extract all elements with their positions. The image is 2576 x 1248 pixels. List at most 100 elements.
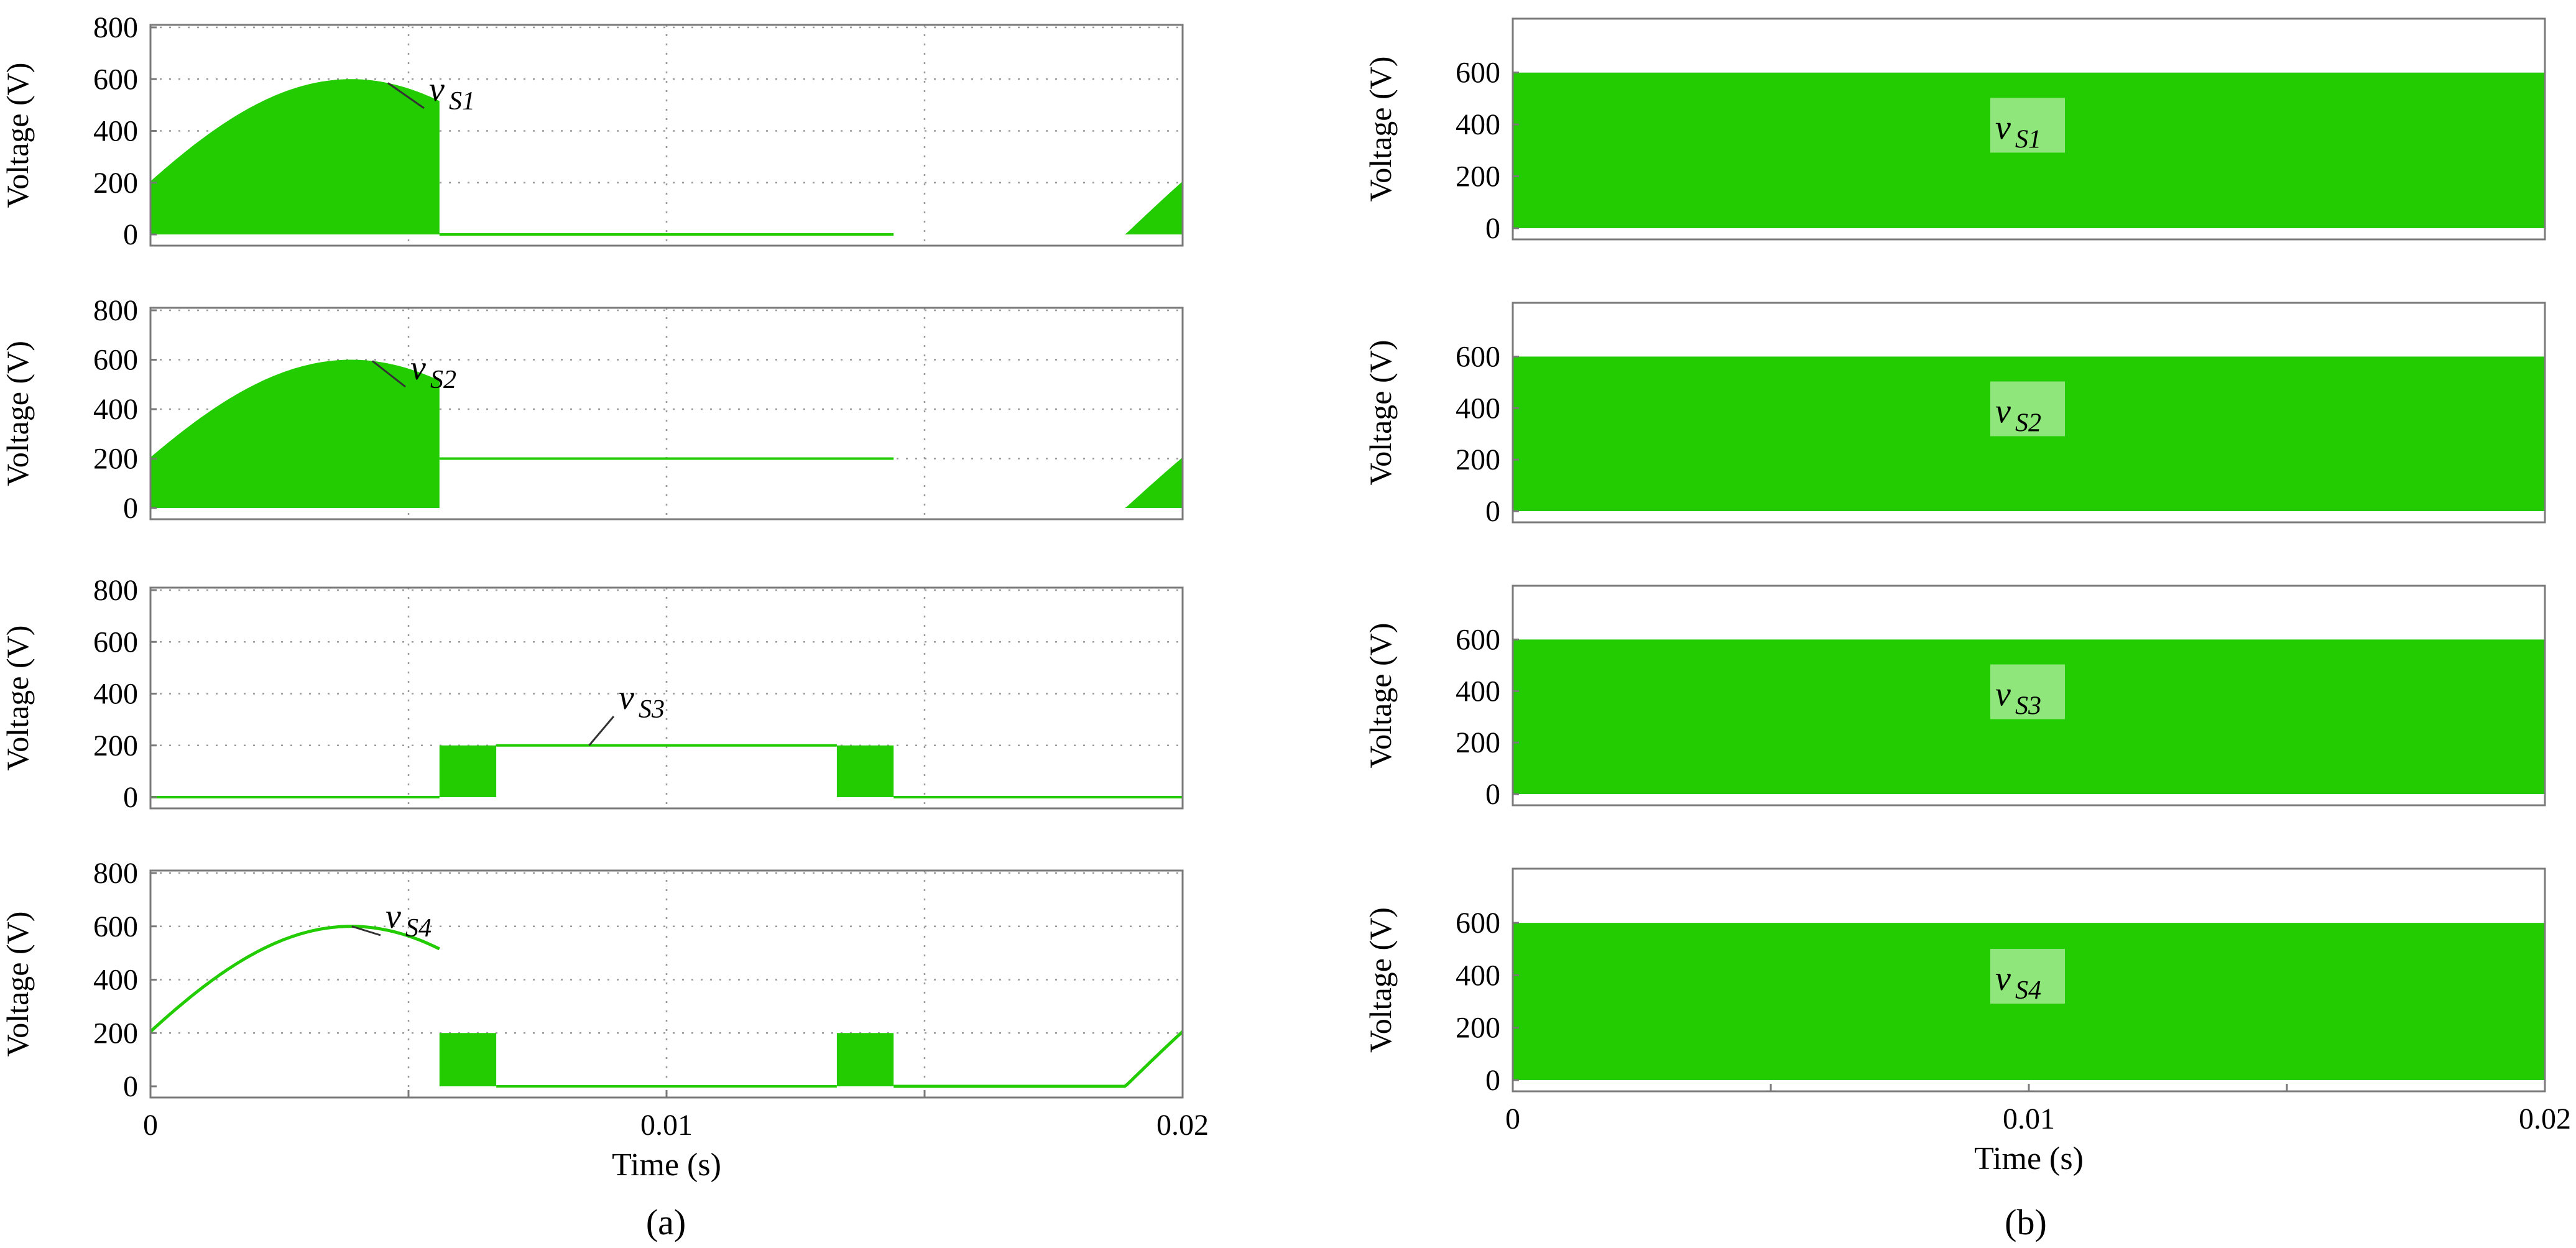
y-tick-label: 0 (1485, 495, 1500, 528)
signal-leader-line (351, 925, 381, 936)
y-tick-label: 200 (1456, 726, 1500, 759)
signal-label-sub: S1 (449, 87, 475, 116)
waveform-curve (893, 1030, 1184, 1088)
x-tick-label: 0.02 (2519, 1102, 2571, 1135)
signal-label-main: v (1995, 392, 2011, 431)
waveform-curve (149, 925, 440, 1033)
subplot-b-4: 0 200 400 600 Voltage (V) 0 0.01 0.02 Time (s) v S… (1363, 867, 2571, 1176)
y-tick-label: 600 (1456, 340, 1500, 373)
signal-label-main: v (1995, 675, 2011, 714)
y-tick-label: 600 (93, 910, 138, 943)
y-tick-label: 200 (93, 443, 138, 476)
signal-leader-line (371, 360, 406, 388)
signal-label-main: v (385, 897, 401, 936)
x-axis-label: Time (s) (612, 1147, 721, 1183)
y-tick-label: 400 (1456, 675, 1500, 708)
signal-label: v S1 (1990, 98, 2065, 154)
y-tick-label: 600 (93, 626, 138, 659)
y-tick-label: 200 (93, 167, 138, 200)
y-tick-label: 0 (1485, 1064, 1500, 1097)
y-tick-label: 600 (1456, 57, 1500, 90)
signal-label-sub: S4 (405, 914, 432, 943)
y-tick-label: 600 (1456, 907, 1500, 940)
y-tick-label: 200 (1456, 160, 1500, 193)
y-tick-label: 0 (123, 781, 138, 814)
x-axis-label: Time (s) (1974, 1141, 2084, 1176)
subplot-b-1: 0 200 400 600 Voltage (V) v S1 (1363, 17, 2546, 245)
y-tick-label: 200 (93, 729, 138, 762)
y-tick-label: 0 (1485, 778, 1500, 811)
y-tick-label: 800 (93, 294, 138, 327)
y-axis-label: Voltage (V) (0, 341, 35, 486)
y-tick-label: 0 (123, 218, 138, 251)
y-axis-label: Voltage (V) (1363, 907, 1398, 1053)
signal-label-main: v (1995, 109, 2011, 147)
y-tick-label: 0 (123, 1070, 138, 1103)
signal-label-main: v (410, 349, 426, 387)
x-tick-label: 0.02 (1156, 1109, 1209, 1142)
x-tick-label: 0.01 (640, 1109, 693, 1142)
y-tick-label: 400 (93, 964, 138, 997)
signal-label: v S1 (387, 70, 475, 116)
y-tick-label: 600 (93, 344, 138, 377)
signal-label-main: v (1995, 959, 2011, 998)
y-tick-label: 400 (1456, 959, 1500, 992)
signal-label-sub: S3 (2015, 692, 2041, 721)
y-tick-label: 400 (93, 393, 138, 426)
subplot-b-2: 0 200 400 600 Voltage (V) v S2 (1363, 302, 2546, 528)
plot-frame (149, 24, 1184, 247)
caption-b: (b) (2005, 1202, 2047, 1242)
signal-label-main: v (429, 70, 445, 109)
y-tick-label: 0 (1485, 212, 1500, 245)
y-axis-label: Voltage (V) (1363, 57, 1398, 202)
signal-label-sub: S4 (2015, 976, 2041, 1005)
waveform-envelope (893, 457, 1183, 508)
plot-frame (149, 307, 1184, 520)
y-axis-label: Voltage (V) (0, 912, 35, 1057)
subplot-a-1: 0 200 400 600 800 Voltage (V) v S1 (0, 11, 1184, 251)
subplot-a-2: 0 200 400 600 800 Voltage (V) v S2 (0, 294, 1184, 525)
signal-label: v S2 (371, 349, 456, 394)
signal-label: v S3 (588, 678, 665, 746)
waveform-envelope (893, 181, 1183, 234)
signal-leader-line (387, 82, 425, 109)
signal-leader-line (588, 716, 615, 746)
y-axis-label: Voltage (V) (1363, 340, 1398, 486)
signal-label-sub: S2 (430, 366, 456, 394)
y-tick-label: 400 (1456, 108, 1500, 141)
signal-label-box (1990, 664, 2065, 719)
y-tick-label: 200 (1456, 1012, 1500, 1045)
waveform-band (836, 745, 894, 797)
y-tick-label: 600 (1456, 623, 1500, 656)
x-tick-label: 0 (143, 1109, 158, 1142)
y-tick-label: 800 (93, 11, 138, 44)
y-tick-label: 200 (1456, 443, 1500, 476)
y-tick-label: 0 (123, 492, 138, 525)
signal-label-main: v (619, 678, 634, 717)
caption-a: (a) (646, 1202, 686, 1242)
plot-frame (1512, 17, 2546, 241)
waveform-envelope (150, 79, 440, 234)
signal-label: v S4 (351, 897, 432, 943)
signal-label: v S4 (1990, 949, 2065, 1005)
signal-label-box (1990, 381, 2065, 437)
signal-label-box (1990, 98, 2065, 153)
waveform-envelope (150, 359, 440, 508)
plot-frame (1512, 302, 2546, 524)
subplot-b-3: 0 200 400 600 Voltage (V) v S3 (1363, 585, 2546, 811)
signal-label-sub: S2 (2015, 409, 2041, 438)
signal-label: v S3 (1990, 664, 2065, 721)
plot-frame (149, 586, 1184, 810)
waveform-band (439, 745, 497, 797)
signal-label-box (1990, 949, 2065, 1004)
y-axis-label: Voltage (V) (1363, 623, 1398, 769)
plot-frame (1512, 585, 2546, 807)
signal-label-sub: S1 (2015, 126, 2041, 154)
y-tick-label: 800 (93, 574, 138, 607)
waveform-band (836, 1033, 894, 1086)
y-tick-label: 200 (93, 1017, 138, 1050)
y-axis-label: Voltage (V) (0, 626, 35, 771)
subplot-a-4: 0 200 400 600 800 Voltage (V) 0 0.01 0.02 Time (s… (0, 857, 1209, 1183)
x-tick-label: 0.01 (2003, 1102, 2055, 1135)
